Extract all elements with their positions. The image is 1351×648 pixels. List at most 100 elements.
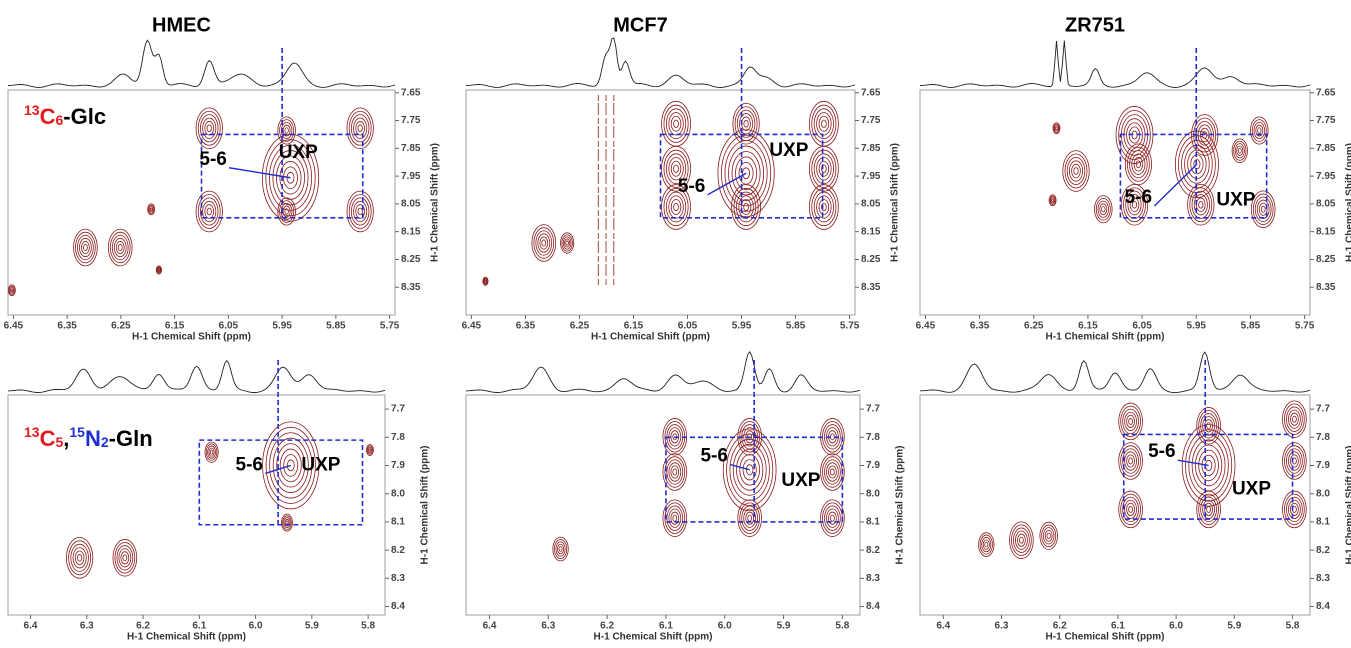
contour [1257, 127, 1262, 134]
contour [1286, 406, 1303, 432]
y-tick-label: 8.3 [1316, 573, 1330, 584]
annotation-pointer [1153, 163, 1198, 207]
contour [816, 157, 832, 181]
contour [979, 534, 993, 555]
contour [350, 197, 370, 226]
spectrum-trace [465, 350, 861, 393]
plot-frame [919, 89, 1311, 316]
x-tick-label: 6.3 [80, 621, 94, 632]
y-tick-label: 8.15 [401, 226, 421, 237]
contour [283, 166, 298, 190]
label-part: 13 [24, 102, 40, 118]
y-tick-label: 8.15 [861, 226, 881, 237]
contour [1195, 444, 1223, 487]
contour [204, 121, 215, 136]
contour [1128, 457, 1133, 465]
contour [733, 187, 759, 227]
contour [743, 119, 749, 128]
contour [745, 464, 754, 476]
contour [565, 240, 569, 246]
x-tick-label: 6.05 [1132, 321, 1152, 332]
y-tick-label: 7.85 [1316, 143, 1336, 154]
contour [357, 207, 363, 216]
compound-label: UXP [301, 454, 340, 475]
contour [281, 513, 293, 532]
contour [1062, 150, 1090, 192]
contour [112, 539, 138, 577]
label-part: 13 [24, 424, 40, 440]
contour [1286, 448, 1303, 474]
contour [204, 204, 215, 219]
contour [981, 537, 992, 553]
contour [285, 520, 289, 525]
y-tick-label: 8.35 [1316, 282, 1336, 293]
contour [813, 108, 834, 140]
annotation-pointer [707, 172, 747, 196]
contour [66, 536, 94, 579]
contour [1282, 490, 1307, 529]
x-tick-label: 5.8 [1286, 621, 1300, 632]
contour [808, 100, 839, 147]
contour [79, 237, 92, 258]
contour [1124, 451, 1137, 471]
contour [1123, 118, 1146, 152]
contour [348, 110, 372, 146]
x-axis-label: H-1 Chemical Shift (ppm) [1046, 632, 1165, 643]
contour [1126, 122, 1143, 148]
label-part: 15 [69, 424, 85, 440]
y-tick-label: 7.75 [401, 115, 421, 126]
label-part: 2 [101, 434, 109, 450]
contour [282, 205, 291, 218]
contour [662, 453, 688, 491]
contour [284, 208, 289, 215]
contour [661, 145, 691, 192]
x-tick-label: 6.0 [1169, 621, 1183, 632]
compound-label: UXP [279, 142, 318, 163]
y-tick-label: 7.9 [391, 460, 405, 471]
x-tick-label: 6.3 [541, 621, 555, 632]
contour [1127, 194, 1142, 216]
contour [272, 150, 309, 206]
contour [206, 207, 212, 216]
contour [982, 539, 990, 550]
label-part: 6 [55, 112, 63, 128]
x-tick-label: 6.35 [516, 321, 536, 332]
contour [1237, 147, 1242, 154]
contour [1282, 442, 1307, 480]
y-tick-label: 7.85 [401, 143, 421, 154]
contour [277, 116, 296, 145]
x-tick-label: 6.45 [4, 321, 24, 332]
contour [1201, 454, 1216, 476]
contour [824, 424, 841, 450]
contour [1048, 194, 1057, 207]
contour [737, 499, 762, 537]
contour [1284, 445, 1305, 477]
x-tick-label: 5.95 [732, 321, 752, 332]
contour [830, 468, 835, 476]
y-tick-label: 8.25 [1316, 254, 1336, 265]
contour [739, 502, 760, 534]
y-tick-label: 8.4 [866, 601, 880, 612]
contour [1236, 145, 1244, 156]
contour [68, 540, 92, 576]
contour [558, 546, 563, 552]
x-tick-label: 6.4 [483, 621, 497, 632]
dashed-box [198, 439, 364, 526]
contour [1196, 490, 1221, 529]
contour [122, 554, 128, 562]
contour [1123, 187, 1146, 223]
y-axis-label: H-1 Chemical Shift (ppm) [430, 143, 441, 262]
contour [1204, 502, 1213, 516]
contour [734, 106, 758, 142]
contour [81, 240, 90, 255]
spectrum-trace [7, 359, 386, 393]
y-tick-label: 7.8 [1316, 432, 1330, 443]
contour [284, 518, 290, 527]
contour [732, 102, 760, 145]
contour [148, 204, 155, 214]
y-tick-label: 7.7 [866, 404, 880, 415]
y-tick-label: 8.2 [1316, 545, 1330, 556]
contour [728, 145, 765, 201]
contour [673, 164, 679, 173]
contour [1254, 196, 1272, 222]
